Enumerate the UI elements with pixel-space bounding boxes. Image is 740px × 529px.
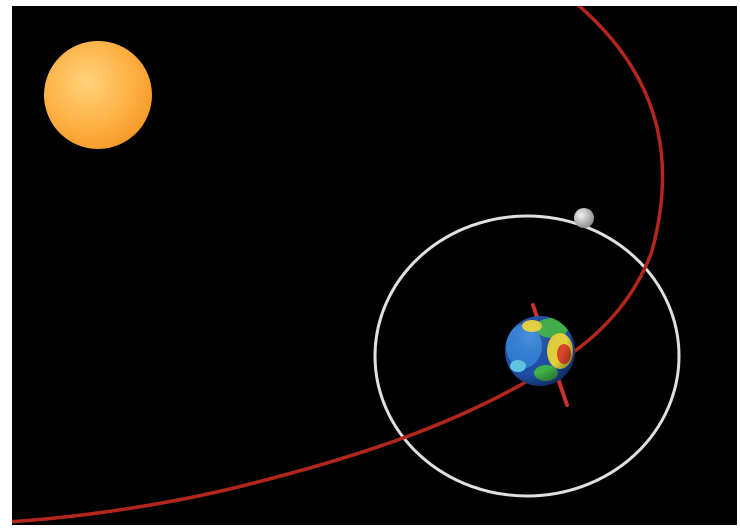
sun — [44, 41, 152, 149]
moon-orbit-ring — [373, 214, 681, 498]
moon — [574, 208, 594, 228]
space-scene — [12, 6, 737, 525]
space-scene-graphic — [12, 6, 681, 524]
earth — [505, 316, 575, 386]
